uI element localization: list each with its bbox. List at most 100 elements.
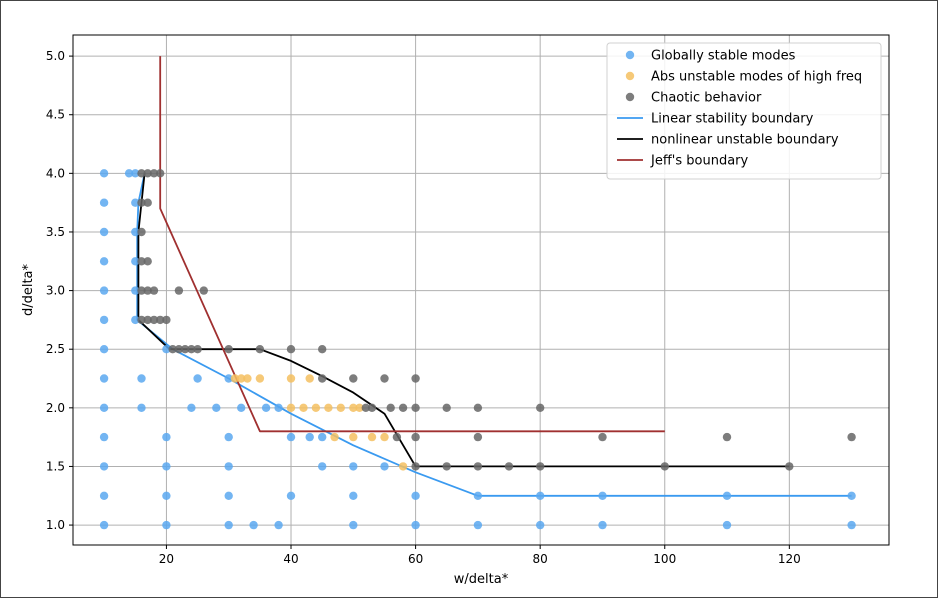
data-point-series-2 [224,345,233,354]
data-point-series-2 [156,315,165,325]
x-tick-label: 20 [159,552,174,566]
data-point-series-2 [137,286,146,295]
data-point-series-0 [536,520,545,530]
data-point-series-0 [224,374,233,383]
data-point-series-0 [411,491,420,500]
data-point-series-0 [187,403,196,412]
data-point-series-2 [318,374,327,383]
y-axis-label: d/delta* [21,263,36,316]
data-point-series-2 [411,432,420,442]
data-point-series-1 [305,374,314,383]
data-point-series-0 [99,315,109,325]
data-point-series-2 [536,462,545,471]
data-point-series-2 [174,345,184,354]
x-tick-label: 60 [408,552,423,566]
data-point-series-0 [99,491,109,500]
data-point-series-1 [230,374,240,383]
data-point-series-0 [249,520,258,530]
data-point-series-1 [299,403,308,412]
data-point-series-2 [149,286,159,295]
data-point-series-2 [174,286,184,295]
legend-marker-swatch [625,71,635,81]
data-point-series-0 [193,374,202,383]
data-point-series-0 [224,520,233,530]
data-point-series-0 [318,462,327,471]
data-point-series-2 [392,432,402,442]
data-point-series-2 [598,432,607,442]
data-point-series-0 [99,374,109,383]
data-point-series-2 [847,432,856,442]
legend-marker-swatch [625,92,635,102]
y-tick-label: 1.0 [46,518,65,532]
data-point-series-2 [785,462,794,471]
data-point-series-0 [99,198,109,207]
data-point-series-2 [286,345,296,354]
data-point-series-0 [411,520,420,530]
data-point-series-2 [255,345,265,354]
legend-label: Linear stability boundary [651,112,814,127]
y-tick-label: 2.5 [46,342,65,356]
data-point-series-2 [398,403,408,412]
data-point-series-2 [143,198,152,207]
data-point-series-0 [473,491,483,500]
data-point-series-0 [261,403,271,412]
data-point-series-1 [286,403,296,412]
data-point-series-2 [473,432,483,442]
data-point-series-2 [473,403,483,412]
data-point-series-0 [349,491,358,500]
legend-label: nonlinear unstable boundary [651,133,839,148]
data-point-series-2 [536,403,545,412]
data-point-series-1 [336,403,345,412]
data-point-series-0 [137,403,146,412]
y-tick-label: 3.5 [46,225,65,239]
data-point-series-2 [137,169,146,178]
y-tick-label: 4.0 [46,166,65,180]
data-point-series-0 [131,286,140,295]
data-point-series-0 [349,520,358,530]
data-point-series-0 [99,345,109,354]
data-point-series-1 [330,432,339,442]
x-tick-label: 80 [533,552,548,566]
data-point-series-0 [162,432,171,442]
data-point-series-2 [137,257,146,266]
data-point-series-2 [149,315,159,325]
legend-box [606,42,882,180]
series-line-3 [136,173,852,497]
data-point-series-0 [99,432,109,442]
data-points [99,169,856,530]
data-point-series-1 [355,403,364,412]
series-line-5 [159,56,665,433]
data-point-series-0 [131,315,140,325]
data-point-series-2 [156,169,165,178]
legend-marker-swatch [625,50,635,60]
data-point-series-0 [274,520,283,530]
x-axis-label: w/delta* [454,572,509,587]
data-point-series-0 [349,462,358,471]
data-point-series-2 [143,315,152,325]
data-point-series-0 [847,520,856,530]
data-point-series-0 [99,403,109,412]
data-point-series-0 [224,491,233,500]
data-point-series-2 [504,462,514,471]
y-tick-label: 1.5 [46,459,65,473]
y-tick-label: 2.0 [46,401,65,415]
data-point-series-0 [598,491,607,500]
data-point-series-2 [187,345,196,354]
data-point-series-0 [224,462,233,471]
data-point-series-0 [99,520,109,530]
data-point-series-1 [311,403,321,412]
data-point-series-0 [237,403,246,412]
legend-label: Abs unstable modes of high freq [651,70,862,85]
data-point-series-2 [361,403,370,412]
data-point-series-0 [137,374,146,383]
data-point-series-2 [137,315,146,325]
data-point-series-0 [847,491,856,500]
data-point-series-0 [274,403,283,412]
data-point-series-0 [536,491,545,500]
data-point-series-1 [349,432,358,442]
data-point-series-0 [162,491,171,500]
y-tick-label: 3.0 [46,284,65,298]
data-point-series-1 [349,403,358,412]
data-point-series-0 [473,520,483,530]
